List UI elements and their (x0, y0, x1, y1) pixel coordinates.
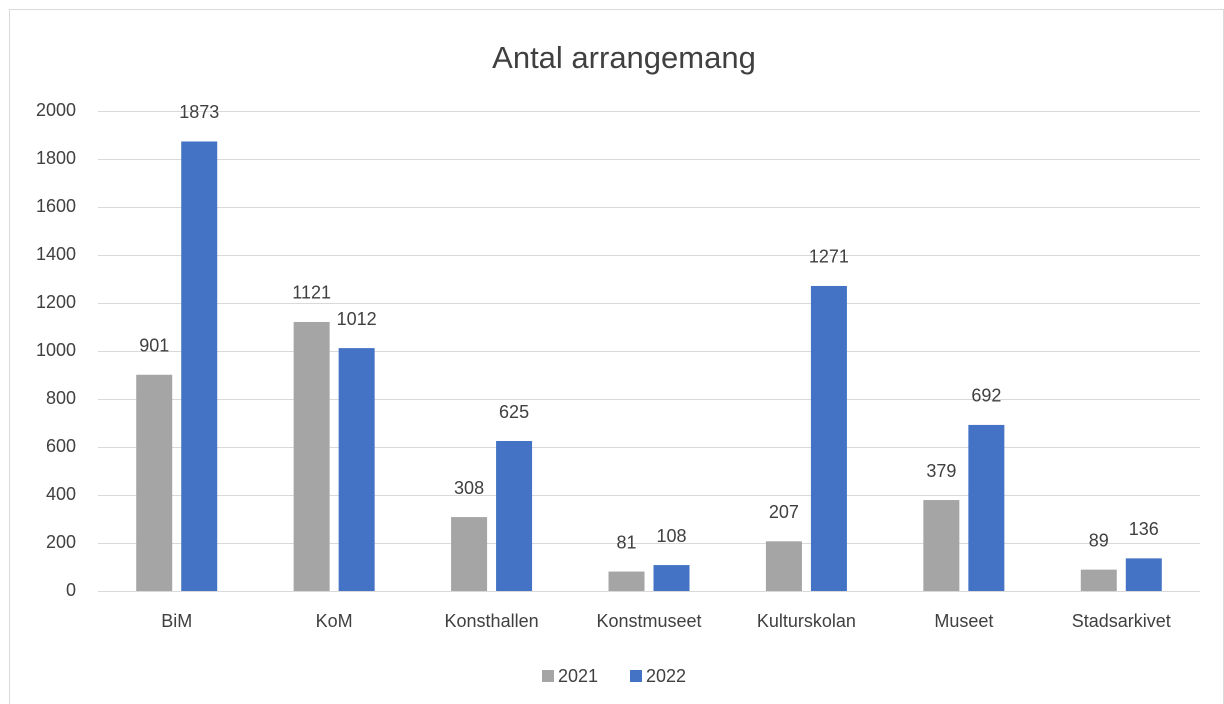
y-tick-label: 2000 (36, 100, 76, 120)
y-tick-label: 1800 (36, 148, 76, 168)
bar (181, 141, 218, 592)
data-label: 89 (1089, 530, 1109, 550)
legend-label: 2021 (558, 666, 598, 686)
x-tick-label: Konsthallen (445, 611, 539, 631)
y-tick-label: 0 (66, 580, 76, 600)
x-tick-label: Museet (934, 611, 993, 631)
bar (451, 517, 488, 591)
legend-swatch (630, 670, 642, 682)
y-tick-label: 400 (46, 484, 76, 504)
data-label: 1873 (179, 102, 219, 122)
y-tick-label: 1400 (36, 244, 76, 264)
data-label: 1012 (337, 309, 377, 329)
data-label: 207 (769, 502, 799, 522)
data-label: 1271 (809, 247, 849, 267)
y-tick-label: 600 (46, 436, 76, 456)
data-label: 901 (139, 336, 169, 356)
bar (136, 374, 173, 591)
bar (1080, 569, 1117, 591)
bar (968, 424, 1005, 591)
bar (608, 571, 645, 591)
data-label: 108 (656, 526, 686, 546)
y-tick-label: 1000 (36, 340, 76, 360)
bar (338, 348, 375, 591)
bar (810, 285, 847, 591)
bar (1125, 558, 1162, 591)
data-label: 308 (454, 478, 484, 498)
y-tick-label: 1600 (36, 196, 76, 216)
data-label: 136 (1129, 519, 1159, 539)
data-label: 1121 (292, 283, 331, 303)
data-label: 692 (971, 386, 1001, 406)
bar (293, 321, 330, 591)
data-label: 379 (926, 461, 956, 481)
y-tick-label: 200 (46, 532, 76, 552)
bar (653, 565, 690, 591)
y-tick-label: 1200 (36, 292, 76, 312)
bar (496, 441, 533, 591)
legend-label: 2022 (646, 666, 686, 686)
legend-swatch (542, 670, 554, 682)
bar (765, 541, 802, 591)
x-tick-label: KoM (316, 611, 353, 631)
y-tick-label: 800 (46, 388, 76, 408)
chart-title: Antal arrangemang (492, 40, 756, 75)
x-tick-label: Konstmuseet (596, 611, 701, 631)
x-tick-label: Kulturskolan (757, 611, 856, 631)
x-tick-label: Stadsarkivet (1072, 611, 1171, 631)
bar (923, 500, 960, 591)
data-label: 81 (616, 532, 636, 552)
x-tick-label: BiM (161, 611, 192, 631)
data-label: 625 (499, 402, 529, 422)
